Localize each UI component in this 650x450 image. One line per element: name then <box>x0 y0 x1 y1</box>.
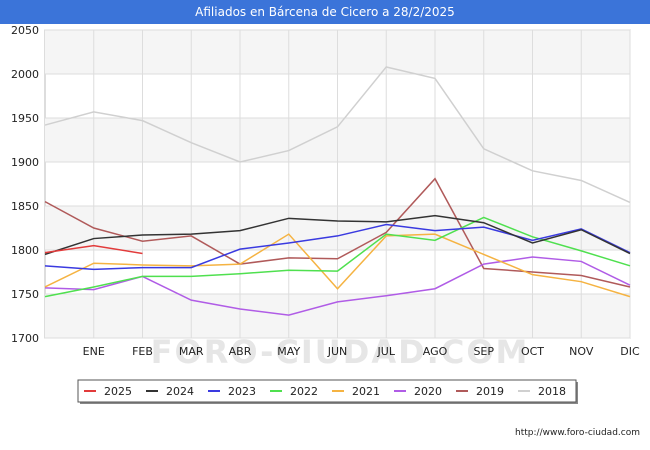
y-tick-label: 2050 <box>11 24 39 37</box>
series-line-2019 <box>44 177 631 288</box>
y-tick-label: 1900 <box>11 156 39 169</box>
x-tick-label: SEP <box>473 345 494 358</box>
x-tick-label: AGO <box>423 345 448 358</box>
y-tick-label: 1750 <box>11 288 39 301</box>
x-tick-label: OCT <box>521 345 544 358</box>
source-url[interactable]: http://www.foro-ciudad.com <box>515 428 640 438</box>
legend-label-2019: 2019 <box>476 385 504 398</box>
x-tick-label: MAY <box>277 345 300 358</box>
series-line-2022 <box>44 216 631 298</box>
y-tick-label: 1850 <box>11 200 39 213</box>
legend-label-2025: 2025 <box>104 385 132 398</box>
y-tick-label: 1800 <box>11 244 39 257</box>
legend-label-2018: 2018 <box>538 385 566 398</box>
legend-label-2022: 2022 <box>290 385 318 398</box>
legend <box>77 379 577 403</box>
y-tick-label: 1700 <box>11 332 39 345</box>
watermark: FORO-CIUDAD.COM <box>151 333 530 371</box>
x-tick-label: NOV <box>569 345 594 358</box>
series-line-2024 <box>44 214 631 256</box>
y-tick-label: 1950 <box>11 112 39 125</box>
legend-label-2021: 2021 <box>352 385 380 398</box>
chart-title: Afiliados en Bárcena de Cicero a 28/2/20… <box>0 0 650 24</box>
series-line-2021 <box>44 233 631 298</box>
x-tick-label: DIC <box>620 345 640 358</box>
series-line-2023 <box>44 223 631 271</box>
legend-label-2024: 2024 <box>166 385 194 398</box>
x-tick-label: ABR <box>229 345 252 358</box>
legend-label-2023: 2023 <box>228 385 256 398</box>
x-tick-label: JUN <box>327 345 348 358</box>
y-tick-label: 2000 <box>11 68 39 81</box>
x-tick-label: FEB <box>132 345 153 358</box>
x-tick-label: ENE <box>83 345 105 358</box>
series-line-2018 <box>44 66 631 204</box>
series-line-2025 <box>44 244 143 255</box>
x-tick-label: JUL <box>377 345 396 358</box>
x-tick-label: MAR <box>179 345 204 358</box>
legend-label-2020: 2020 <box>414 385 442 398</box>
